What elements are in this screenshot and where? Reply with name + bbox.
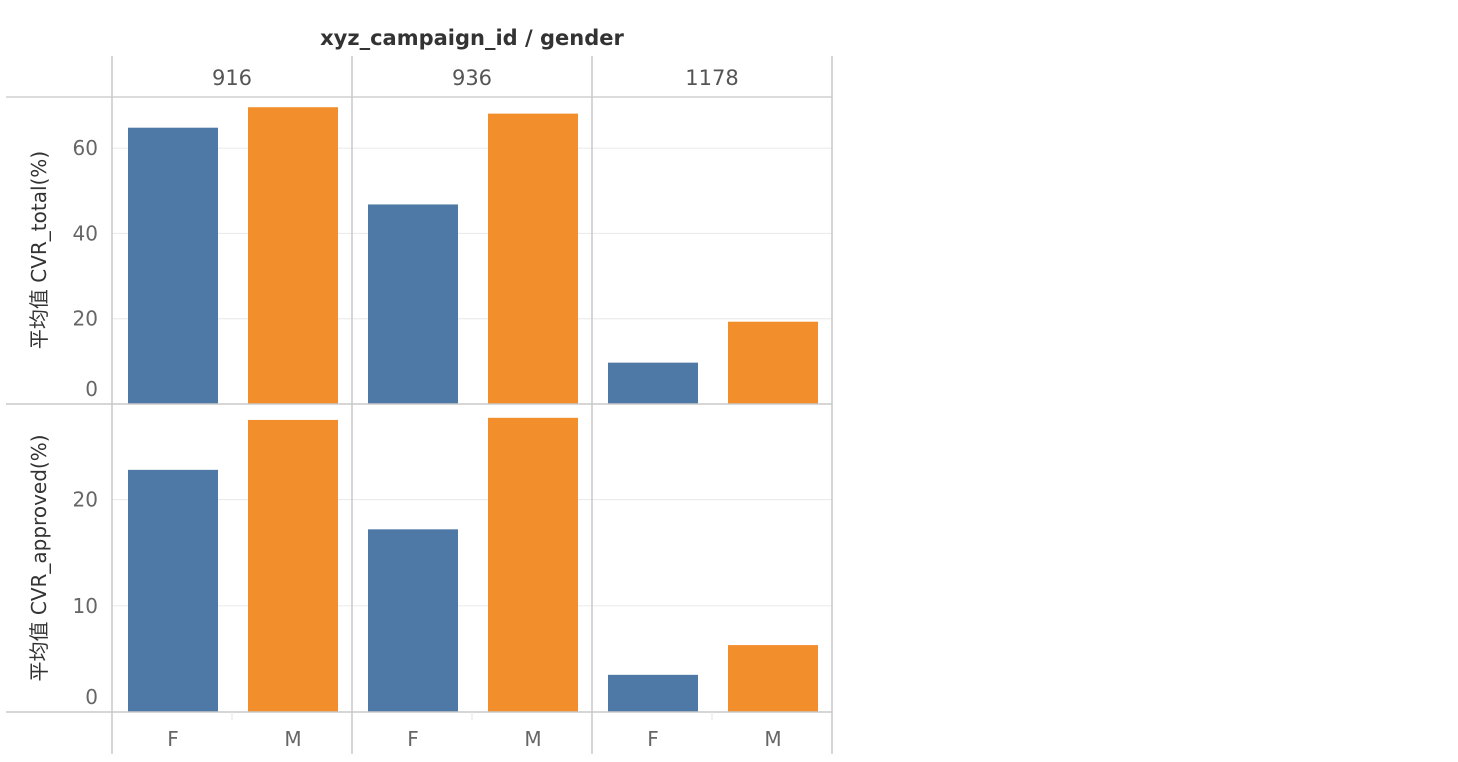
bar-1178-f-row1 (608, 674, 698, 712)
y-tick-label: 10 (73, 594, 98, 618)
x-tick-label: F (647, 727, 659, 751)
column-header-936: 936 (452, 66, 492, 90)
y-axis-title-cvr-approved: 平均值 CVR_approved(%) (27, 434, 51, 681)
bar-1178-m-row0 (728, 321, 818, 404)
y-tick-label: 0 (85, 377, 98, 401)
y-tick-label: 20 (73, 488, 98, 512)
y-tick-label: 20 (73, 307, 98, 331)
bar-936-f-row1 (368, 529, 458, 712)
x-tick-label: F (407, 727, 419, 751)
bar-936-f-row0 (368, 204, 458, 404)
x-tick-label: F (167, 727, 179, 751)
bar-916-f-row1 (128, 469, 218, 712)
x-tick-label: M (284, 727, 301, 751)
y-tick-label: 40 (73, 221, 98, 245)
bar-1178-m-row1 (728, 645, 818, 712)
bar-916-m-row0 (248, 107, 338, 404)
chart-title: xyz_campaign_id / gender (320, 26, 624, 50)
bar-916-m-row1 (248, 419, 338, 712)
bar-936-m-row0 (488, 113, 578, 405)
x-tick-label: M (524, 727, 541, 751)
bar-916-f-row0 (128, 127, 218, 404)
bar-1178-f-row0 (608, 362, 698, 404)
column-header-1178: 1178 (685, 66, 738, 90)
y-axis-title-cvr-total: 平均值 CVR_total(%) (27, 151, 51, 349)
y-tick-label: 0 (85, 685, 98, 709)
column-header-916: 916 (212, 66, 252, 90)
bar-936-m-row1 (488, 417, 578, 712)
y-tick-label: 60 (73, 136, 98, 160)
x-tick-label: M (764, 727, 781, 751)
